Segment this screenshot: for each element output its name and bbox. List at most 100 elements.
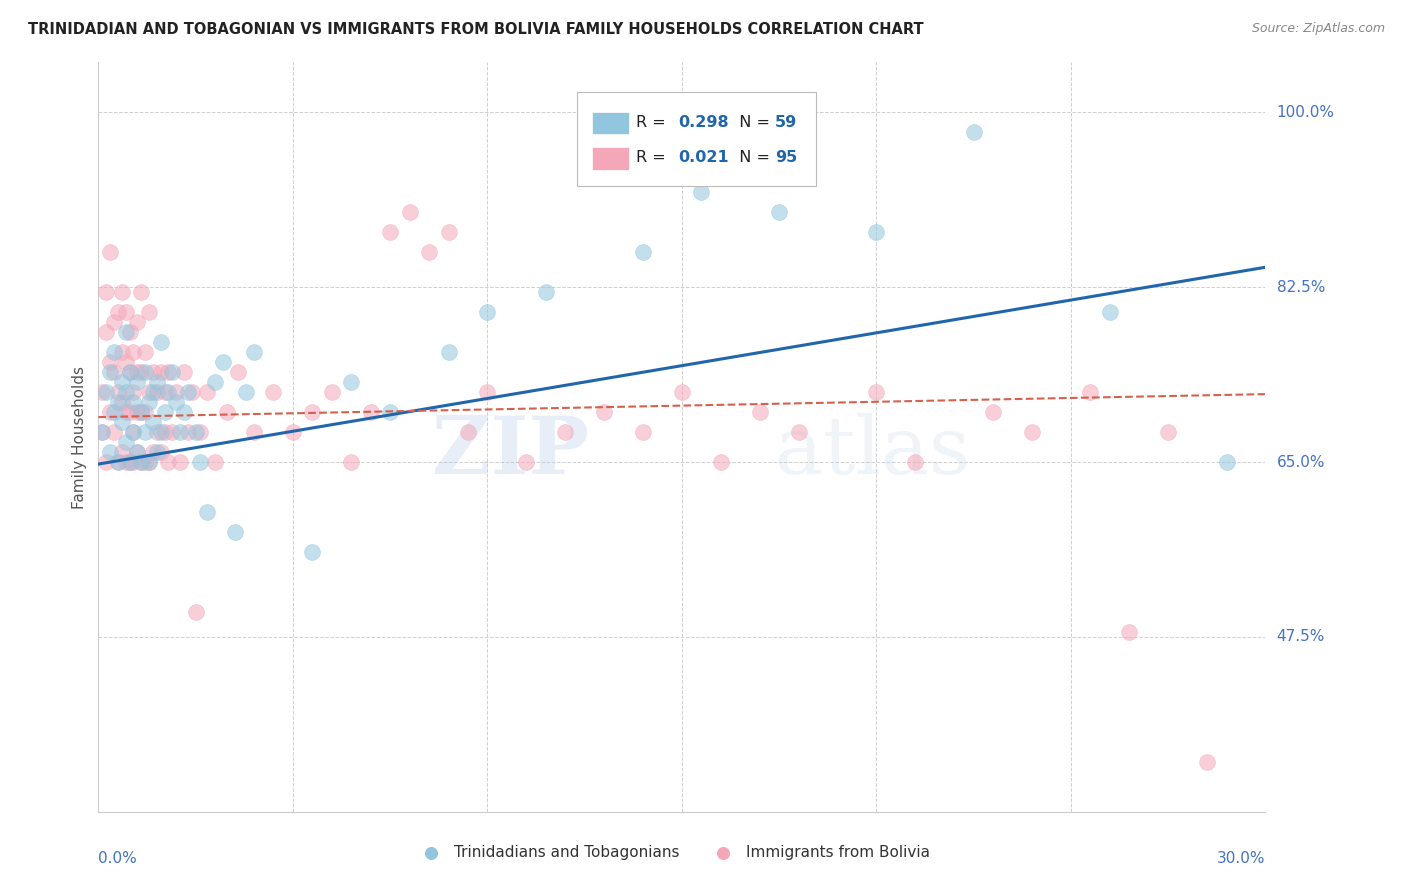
Point — [98, 445, 121, 459]
Point — [631, 425, 654, 439]
Point — [671, 385, 693, 400]
Point — [228, 365, 250, 379]
Point — [111, 285, 134, 300]
Point — [457, 425, 479, 439]
Point — [96, 325, 118, 339]
Text: R =: R = — [637, 115, 671, 130]
Y-axis label: Family Households: Family Households — [72, 366, 87, 508]
Point — [122, 425, 145, 439]
Point — [127, 365, 149, 379]
Point — [1098, 305, 1121, 319]
Point — [114, 405, 136, 419]
Point — [710, 455, 733, 469]
Text: Trinidadians and Tobagonians: Trinidadians and Tobagonians — [454, 846, 681, 861]
Point — [380, 405, 402, 419]
Point — [118, 365, 141, 379]
Point — [127, 405, 149, 419]
Text: 82.5%: 82.5% — [1277, 280, 1324, 294]
Point — [1215, 455, 1237, 469]
Point — [360, 405, 382, 419]
Point — [153, 425, 176, 439]
Point — [340, 375, 363, 389]
Point — [129, 405, 152, 419]
Point — [134, 425, 156, 439]
Point — [114, 385, 136, 400]
Text: 47.5%: 47.5% — [1277, 630, 1324, 644]
Point — [142, 445, 165, 459]
Point — [146, 445, 169, 459]
Point — [114, 455, 136, 469]
Point — [981, 405, 1004, 419]
Point — [188, 455, 211, 469]
Point — [865, 225, 887, 239]
Point — [114, 355, 136, 369]
Point — [418, 245, 440, 260]
Point — [114, 305, 136, 319]
Point — [173, 405, 195, 419]
Point — [146, 425, 169, 439]
Point — [107, 455, 129, 469]
Point — [149, 335, 172, 350]
Point — [748, 405, 770, 419]
Point — [96, 285, 118, 300]
Point — [534, 285, 557, 300]
Point — [107, 305, 129, 319]
Point — [398, 205, 420, 219]
Point — [98, 355, 121, 369]
Point — [98, 245, 121, 260]
Point — [243, 345, 266, 359]
Point — [162, 365, 184, 379]
Point — [195, 385, 218, 400]
Text: 30.0%: 30.0% — [1218, 851, 1265, 865]
Point — [169, 425, 191, 439]
Point — [134, 405, 156, 419]
Point — [103, 405, 125, 419]
Text: 0.0%: 0.0% — [98, 851, 138, 865]
Point — [224, 524, 246, 539]
Point — [138, 455, 160, 469]
Point — [149, 365, 172, 379]
Point — [122, 345, 145, 359]
Point — [118, 325, 141, 339]
Point — [111, 445, 134, 459]
Point — [129, 455, 152, 469]
Point — [153, 385, 176, 400]
Point — [215, 405, 238, 419]
Point — [146, 375, 169, 389]
Point — [195, 505, 218, 519]
Point — [111, 415, 134, 429]
Point — [787, 425, 810, 439]
FancyBboxPatch shape — [576, 93, 815, 186]
Point — [138, 395, 160, 409]
Point — [134, 455, 156, 469]
Point — [107, 455, 129, 469]
Point — [188, 425, 211, 439]
Text: 59: 59 — [775, 115, 797, 130]
Point — [184, 425, 207, 439]
Text: TRINIDADIAN AND TOBAGONIAN VS IMMIGRANTS FROM BOLIVIA FAMILY HOUSEHOLDS CORRELAT: TRINIDADIAN AND TOBAGONIAN VS IMMIGRANTS… — [28, 22, 924, 37]
Point — [380, 225, 402, 239]
FancyBboxPatch shape — [592, 112, 630, 135]
Point — [122, 455, 145, 469]
Text: 100.0%: 100.0% — [1277, 105, 1334, 120]
Point — [235, 385, 257, 400]
Point — [173, 365, 195, 379]
Point — [515, 455, 537, 469]
Point — [96, 455, 118, 469]
Point — [321, 385, 343, 400]
Point — [91, 385, 114, 400]
Text: N =: N = — [728, 115, 775, 130]
Point — [165, 385, 187, 400]
Point — [165, 395, 187, 409]
Point — [177, 425, 200, 439]
Point — [98, 365, 121, 379]
Point — [281, 425, 304, 439]
Point — [96, 385, 118, 400]
Point — [142, 365, 165, 379]
Point — [111, 345, 134, 359]
Point — [690, 186, 713, 200]
Point — [129, 455, 152, 469]
Point — [593, 405, 616, 419]
Point — [138, 385, 160, 400]
Point — [138, 455, 160, 469]
